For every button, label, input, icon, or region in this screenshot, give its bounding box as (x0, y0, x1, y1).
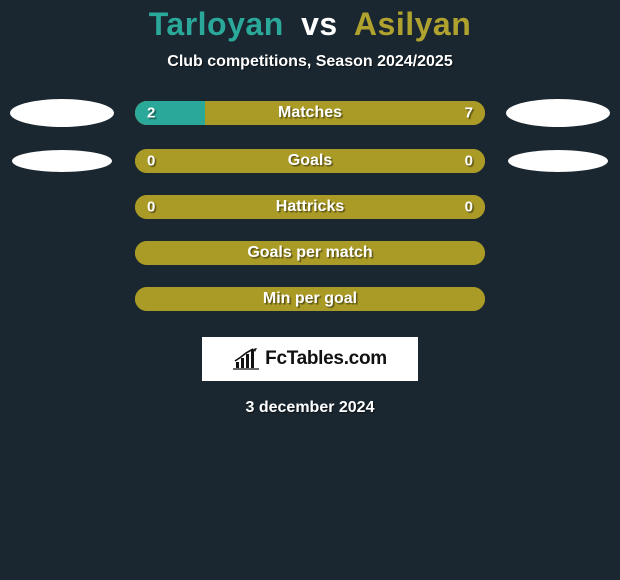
ellipse-icon (506, 99, 610, 127)
bar-fill-left (135, 101, 205, 125)
date-text: 3 december 2024 (0, 399, 620, 417)
stat-value-left: 2 (147, 105, 155, 122)
stat-value-left: 0 (147, 199, 155, 216)
left-marker (7, 99, 117, 127)
stat-bar: 2 Matches 7 (135, 101, 485, 125)
title-player2: Asilyan (354, 6, 471, 42)
stat-row-matches: 2 Matches 7 (0, 99, 620, 127)
stat-row-min-per-goal: Min per goal (0, 287, 620, 311)
stat-value-right: 0 (465, 199, 473, 216)
right-marker (503, 150, 613, 172)
stat-value-left: 0 (147, 153, 155, 170)
ellipse-icon (12, 150, 112, 172)
comparison-card: Tarloyan vs Asilyan Club competitions, S… (0, 0, 620, 417)
stat-value-right: 7 (465, 105, 473, 122)
stat-row-goals-per-match: Goals per match (0, 241, 620, 265)
left-marker (7, 150, 117, 172)
stat-label: Goals (288, 152, 332, 170)
stat-row-goals: 0 Goals 0 (0, 149, 620, 173)
ellipse-icon (508, 150, 608, 172)
brand-text: FcTables.com (265, 348, 387, 370)
stat-row-hattricks: 0 Hattricks 0 (0, 195, 620, 219)
stat-label: Matches (278, 104, 342, 122)
stat-label: Min per goal (263, 290, 357, 308)
stat-value-right: 0 (465, 153, 473, 170)
title-vs: vs (301, 6, 338, 42)
right-marker (503, 99, 613, 127)
stat-bar: 0 Hattricks 0 (135, 195, 485, 219)
stat-label: Hattricks (276, 198, 344, 216)
bar-chart-icon (233, 348, 259, 370)
stat-bar: Min per goal (135, 287, 485, 311)
subtitle: Club competitions, Season 2024/2025 (0, 53, 620, 71)
ellipse-icon (10, 99, 114, 127)
brand-badge: FcTables.com (202, 337, 418, 381)
stat-bar: Goals per match (135, 241, 485, 265)
stat-rows: 2 Matches 7 0 Goals 0 (0, 99, 620, 311)
page-title: Tarloyan vs Asilyan (0, 6, 620, 43)
stat-label: Goals per match (247, 244, 372, 262)
stat-bar: 0 Goals 0 (135, 149, 485, 173)
title-player1: Tarloyan (149, 6, 284, 42)
